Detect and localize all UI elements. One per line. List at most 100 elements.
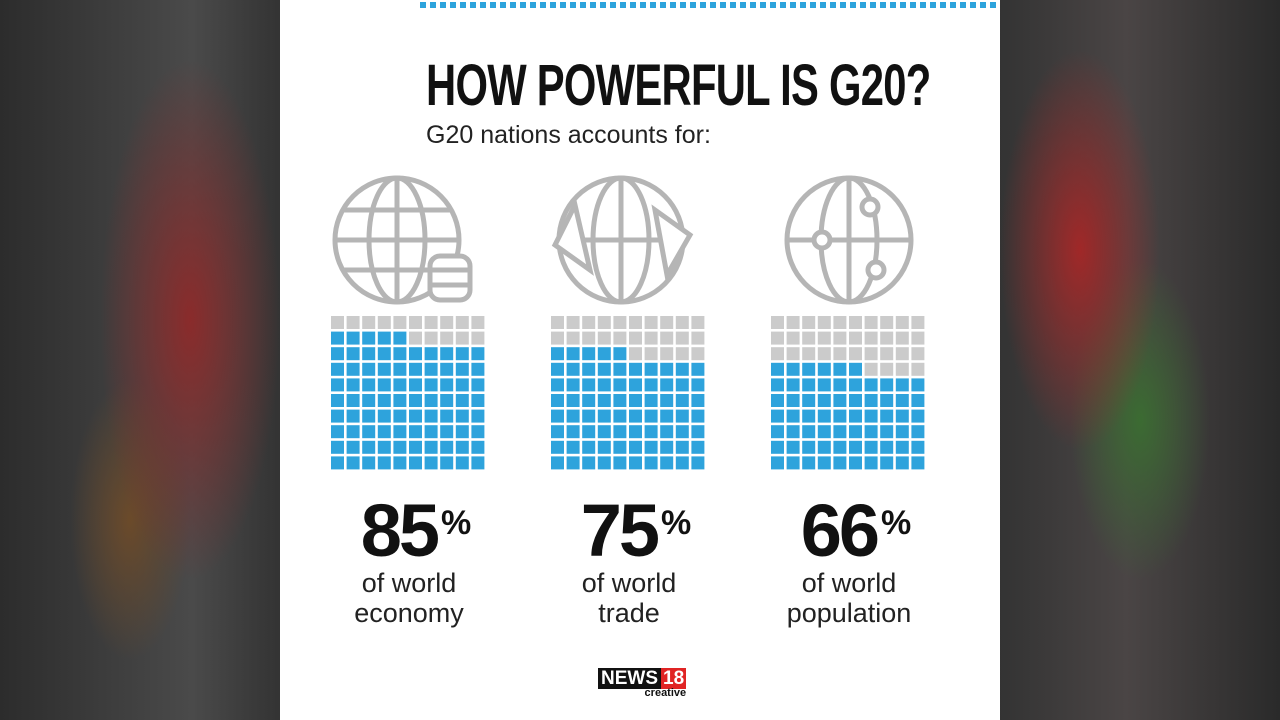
waffle-cell-filled bbox=[911, 440, 925, 454]
waffle-cell-filled bbox=[440, 347, 454, 361]
waffle-cell-empty bbox=[440, 331, 454, 345]
waffle-cell-empty bbox=[440, 316, 454, 329]
waffle-cell-filled bbox=[471, 347, 485, 361]
waffle-cell-filled bbox=[551, 409, 564, 423]
waffle-cell-empty bbox=[660, 347, 674, 361]
waffle-cell-filled bbox=[880, 440, 894, 454]
waffle-cell-filled bbox=[675, 362, 689, 376]
waffle-cell-filled bbox=[880, 409, 894, 423]
waffle-cell-filled bbox=[880, 456, 894, 470]
waffle-cell-filled bbox=[849, 409, 862, 423]
category-label: of world population bbox=[786, 568, 912, 628]
waffle-cell-empty bbox=[393, 316, 407, 329]
waffle-cell-filled bbox=[566, 347, 580, 361]
waffle-cell-filled bbox=[424, 425, 438, 439]
waffle-cell-filled bbox=[629, 409, 642, 423]
waffle-cell-empty bbox=[582, 316, 596, 329]
waffle-cell-filled bbox=[786, 394, 800, 407]
value-unit: % bbox=[441, 504, 471, 542]
waffle-cell-filled bbox=[895, 409, 909, 423]
waffle-cell-filled bbox=[551, 456, 564, 470]
waffle-cell-filled bbox=[409, 456, 422, 470]
value-label: 66 bbox=[801, 489, 878, 572]
waffle-cell-filled bbox=[582, 409, 596, 423]
waffle-cell-empty bbox=[880, 331, 894, 345]
globe-trade-icon bbox=[551, 175, 694, 305]
waffle-cell-empty bbox=[471, 331, 485, 345]
waffle-cell-filled bbox=[409, 440, 422, 454]
waffle-cell-filled bbox=[660, 409, 674, 423]
waffle-cell-empty bbox=[660, 331, 674, 345]
waffle-cell-filled bbox=[409, 347, 422, 361]
waffle-cell-filled bbox=[802, 394, 816, 407]
waffle-cell-filled bbox=[817, 440, 831, 454]
waffle-cell-filled bbox=[911, 409, 925, 423]
waffle-cell-filled bbox=[440, 425, 454, 439]
waffle-cell-empty bbox=[675, 331, 689, 345]
category-label: of world trade bbox=[581, 568, 677, 628]
waffle-cell-filled bbox=[911, 425, 925, 439]
waffle-cell-empty bbox=[817, 316, 831, 329]
waffle-cell-filled bbox=[644, 362, 658, 376]
waffle-cell-empty bbox=[802, 316, 816, 329]
waffle-cell-filled bbox=[582, 378, 596, 392]
waffle-cell-empty bbox=[771, 316, 784, 329]
waffle-cell-empty bbox=[377, 316, 391, 329]
waffle-cell-filled bbox=[629, 378, 642, 392]
waffle-cell-filled bbox=[597, 362, 611, 376]
waffle-cell-empty bbox=[660, 316, 674, 329]
waffle-cell-filled bbox=[849, 456, 862, 470]
waffle-cell-filled bbox=[597, 409, 611, 423]
waffle-cell-filled bbox=[786, 425, 800, 439]
waffle-cell-filled bbox=[644, 409, 658, 423]
waffle-cell-filled bbox=[331, 362, 344, 376]
waffle-cell-filled bbox=[864, 378, 878, 392]
waffle-cell-filled bbox=[455, 347, 469, 361]
waffle-cell-filled bbox=[582, 362, 596, 376]
waffle-cell-filled bbox=[613, 409, 627, 423]
waffle-cell-empty bbox=[880, 316, 894, 329]
waffle-cell-filled bbox=[802, 378, 816, 392]
waffle-cell-filled bbox=[597, 440, 611, 454]
waffle-cell-filled bbox=[582, 456, 596, 470]
waffle-cell-filled bbox=[802, 409, 816, 423]
waffle-cell-empty bbox=[424, 316, 438, 329]
waffle-cell-filled bbox=[786, 456, 800, 470]
waffle-cell-filled bbox=[644, 440, 658, 454]
waffle-cell-filled bbox=[346, 440, 360, 454]
waffle-cell-empty bbox=[895, 331, 909, 345]
waffle-cell-filled bbox=[771, 409, 784, 423]
waffle-cell-filled bbox=[377, 331, 391, 345]
waffle-cell-filled bbox=[786, 378, 800, 392]
waffle-cell-filled bbox=[424, 362, 438, 376]
waffle-cell-filled bbox=[597, 347, 611, 361]
waffle-cell-empty bbox=[675, 316, 689, 329]
waffle-cell-empty bbox=[455, 316, 469, 329]
value-label: 75 bbox=[581, 489, 659, 572]
waffle-cell-filled bbox=[864, 425, 878, 439]
waffle-cell-filled bbox=[551, 425, 564, 439]
waffle-cell-filled bbox=[362, 347, 376, 361]
waffle-cell-filled bbox=[786, 362, 800, 376]
waffle-cell-filled bbox=[393, 347, 407, 361]
waffle-cell-filled bbox=[613, 456, 627, 470]
waffle-cell-empty bbox=[644, 316, 658, 329]
waffle-cell-filled bbox=[471, 378, 485, 392]
waffle-cell-filled bbox=[771, 440, 784, 454]
waffle-cell-empty bbox=[864, 347, 878, 361]
waffle-cell-filled bbox=[691, 378, 705, 392]
waffle-cell-filled bbox=[833, 409, 847, 423]
waffle-cell-filled bbox=[582, 425, 596, 439]
waffle-cell-filled bbox=[440, 456, 454, 470]
waffle-cell-filled bbox=[817, 425, 831, 439]
waffle-cell-filled bbox=[911, 456, 925, 470]
waffle-cell-filled bbox=[455, 409, 469, 423]
waffle-cell-filled bbox=[691, 425, 705, 439]
waffle-cell-empty bbox=[895, 362, 909, 376]
waffle-cell-filled bbox=[455, 362, 469, 376]
waffle-cell-filled bbox=[786, 409, 800, 423]
waffle-cell-filled bbox=[566, 456, 580, 470]
waffle-cell-filled bbox=[660, 394, 674, 407]
waffle-cell-filled bbox=[613, 378, 627, 392]
waffle-cell-filled bbox=[331, 394, 344, 407]
